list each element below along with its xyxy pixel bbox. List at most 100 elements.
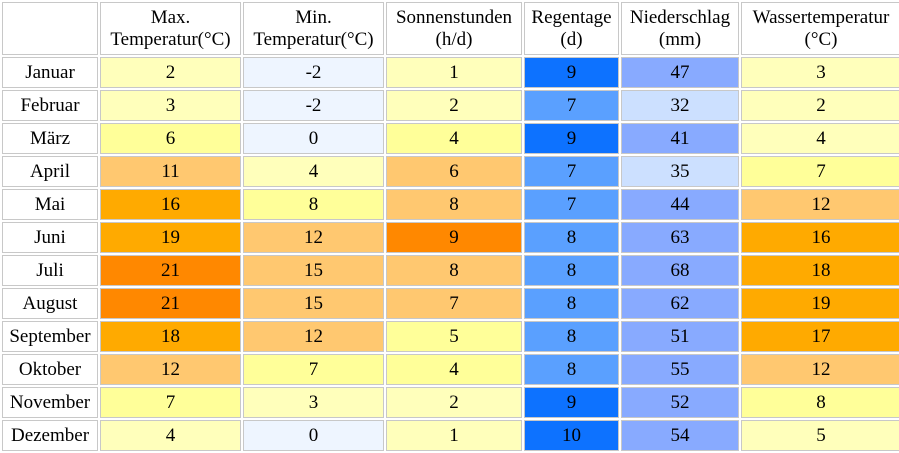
water-temperature-cell: 8 <box>741 387 899 418</box>
min-temperature-cell: 4 <box>243 156 384 187</box>
max-temperature-cell: 16 <box>100 189 241 220</box>
month-label: April <box>2 156 98 187</box>
header-line: Temperatur(°C) <box>253 28 374 50</box>
month-label: Juni <box>2 222 98 253</box>
rain-days-cell: 8 <box>524 288 619 319</box>
precipitation-cell: 52 <box>621 387 739 418</box>
header-line: Sonnenstunden <box>395 6 513 28</box>
month-label: Februar <box>2 90 98 121</box>
sunshine-hours-cell: 7 <box>386 288 522 319</box>
min-temperature-cell: -2 <box>243 90 384 121</box>
min-temperature-cell: 12 <box>243 321 384 352</box>
sunshine-hours-cell: 1 <box>386 57 522 88</box>
sunshine-hours-cell: 2 <box>386 387 522 418</box>
table-row: Januar 2 -2 1 9 47 3 <box>2 57 899 88</box>
sunshine-hours-cell: 5 <box>386 321 522 352</box>
water-temperature-cell: 12 <box>741 189 899 220</box>
month-label: Dezember <box>2 420 98 451</box>
precipitation-cell: 47 <box>621 57 739 88</box>
sunshine-hours-cell: 9 <box>386 222 522 253</box>
header-row: Max. Temperatur(°C) Min. Temperatur(°C) So… <box>2 2 899 55</box>
precipitation-cell: 44 <box>621 189 739 220</box>
precipitation-cell: 68 <box>621 255 739 286</box>
rain-days-cell: 7 <box>524 156 619 187</box>
max-temperature-cell: 21 <box>100 255 241 286</box>
rain-days-cell: 9 <box>524 57 619 88</box>
precipitation-cell: 55 <box>621 354 739 385</box>
min-temperature-cell: 15 <box>243 288 384 319</box>
water-temperature-cell: 3 <box>741 57 899 88</box>
rain-days-cell: 7 <box>524 90 619 121</box>
table-row: Juli 21 15 8 8 68 18 <box>2 255 899 286</box>
header-line: (d) <box>560 28 583 50</box>
header-min-temperature: Min. Temperatur(°C) <box>243 2 384 55</box>
header-max-temperature: Max. Temperatur(°C) <box>100 2 241 55</box>
rain-days-cell: 8 <box>524 255 619 286</box>
month-label: Mai <box>2 189 98 220</box>
precipitation-cell: 32 <box>621 90 739 121</box>
precipitation-cell: 54 <box>621 420 739 451</box>
precipitation-cell: 41 <box>621 123 739 154</box>
min-temperature-cell: 12 <box>243 222 384 253</box>
min-temperature-cell: 0 <box>243 420 384 451</box>
precipitation-cell: 62 <box>621 288 739 319</box>
header-line: Regentage <box>531 6 612 28</box>
table-body: Januar 2 -2 1 9 47 3 Februar 3 -2 2 7 32 2 März 6 0 4 9 41 4… <box>2 57 899 451</box>
precipitation-cell: 63 <box>621 222 739 253</box>
sunshine-hours-cell: 4 <box>386 354 522 385</box>
table-row: April 11 4 6 7 35 7 <box>2 156 899 187</box>
month-label: Januar <box>2 57 98 88</box>
sunshine-hours-cell: 1 <box>386 420 522 451</box>
rain-days-cell: 8 <box>524 222 619 253</box>
min-temperature-cell: 0 <box>243 123 384 154</box>
table-row: Februar 3 -2 2 7 32 2 <box>2 90 899 121</box>
table-row: Juni 19 12 9 8 63 16 <box>2 222 899 253</box>
header-line: Max. <box>150 6 191 28</box>
max-temperature-cell: 3 <box>100 90 241 121</box>
header-line: (°C) <box>804 28 838 50</box>
table-row: März 6 0 4 9 41 4 <box>2 123 899 154</box>
table-row: Dezember 4 0 1 10 54 5 <box>2 420 899 451</box>
max-temperature-cell: 12 <box>100 354 241 385</box>
month-label: August <box>2 288 98 319</box>
header-line: Wassertemperatur <box>752 6 890 28</box>
rain-days-cell: 8 <box>524 354 619 385</box>
water-temperature-cell: 17 <box>741 321 899 352</box>
header-line: Min. <box>295 6 332 28</box>
water-temperature-cell: 7 <box>741 156 899 187</box>
month-label: Oktober <box>2 354 98 385</box>
max-temperature-cell: 4 <box>100 420 241 451</box>
max-temperature-cell: 19 <box>100 222 241 253</box>
rain-days-cell: 9 <box>524 123 619 154</box>
water-temperature-cell: 18 <box>741 255 899 286</box>
header-sunshine-hours: Sonnenstunden (h/d) <box>386 2 522 55</box>
sunshine-hours-cell: 4 <box>386 123 522 154</box>
water-temperature-cell: 2 <box>741 90 899 121</box>
water-temperature-cell: 16 <box>741 222 899 253</box>
rain-days-cell: 8 <box>524 321 619 352</box>
precipitation-cell: 35 <box>621 156 739 187</box>
rain-days-cell: 9 <box>524 387 619 418</box>
header-line: Temperatur(°C) <box>110 28 231 50</box>
month-label: Juli <box>2 255 98 286</box>
water-temperature-cell: 4 <box>741 123 899 154</box>
max-temperature-cell: 2 <box>100 57 241 88</box>
month-label: November <box>2 387 98 418</box>
header-line: Niederschlag <box>629 6 731 28</box>
min-temperature-cell: 8 <box>243 189 384 220</box>
min-temperature-cell: 3 <box>243 387 384 418</box>
month-label: September <box>2 321 98 352</box>
water-temperature-cell: 12 <box>741 354 899 385</box>
header-line: (h/d) <box>435 28 473 50</box>
header-rain-days: Regentage (d) <box>524 2 619 55</box>
table-header: Max. Temperatur(°C) Min. Temperatur(°C) So… <box>2 2 899 55</box>
max-temperature-cell: 11 <box>100 156 241 187</box>
min-temperature-cell: -2 <box>243 57 384 88</box>
header-precipitation: Niederschlag (mm) <box>621 2 739 55</box>
rain-days-cell: 10 <box>524 420 619 451</box>
max-temperature-cell: 7 <box>100 387 241 418</box>
water-temperature-cell: 5 <box>741 420 899 451</box>
precipitation-cell: 51 <box>621 321 739 352</box>
table-row: Mai 16 8 8 7 44 12 <box>2 189 899 220</box>
